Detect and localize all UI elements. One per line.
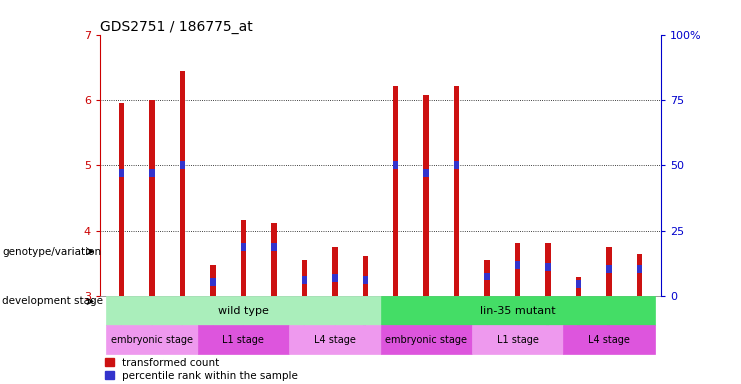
Bar [119,169,124,177]
Bar [424,95,429,296]
Bar [149,169,155,177]
Bar [381,325,472,354]
Bar [576,280,582,288]
Bar [637,254,642,296]
Bar [179,161,185,169]
Bar [381,296,655,325]
Bar [454,161,459,169]
Bar [393,86,399,296]
Bar [393,161,399,169]
Bar [198,325,289,354]
Bar [179,71,185,296]
Bar [302,276,307,284]
Text: GDS2751 / 186775_at: GDS2751 / 186775_at [100,20,253,33]
Bar [545,263,551,271]
Bar [606,247,612,296]
Bar [332,247,337,296]
Bar [485,260,490,296]
Bar [210,278,216,286]
Bar [271,223,276,296]
Bar [210,265,216,296]
Bar [515,261,520,269]
Bar [119,103,124,296]
Bar [106,325,198,354]
Bar [576,276,582,296]
Bar [302,260,307,296]
Bar [563,325,655,354]
Bar [485,273,490,280]
Text: L4 stage: L4 stage [314,334,356,344]
Bar [241,243,246,251]
Legend: transformed count, percentile rank within the sample: transformed count, percentile rank withi… [105,358,298,381]
Bar [271,243,276,251]
Bar [515,243,520,296]
Bar [362,256,368,296]
Bar [545,243,551,296]
Text: embryonic stage: embryonic stage [111,334,193,344]
Bar [241,220,246,296]
Bar [332,274,337,282]
Bar [362,276,368,284]
Text: embryonic stage: embryonic stage [385,334,468,344]
Text: L4 stage: L4 stage [588,334,630,344]
Bar [106,296,381,325]
Bar [424,169,429,177]
Text: L1 stage: L1 stage [496,334,539,344]
Bar [454,86,459,296]
Text: wild type: wild type [218,306,269,316]
Text: L1 stage: L1 stage [222,334,265,344]
Bar [289,325,381,354]
Bar [149,100,155,296]
Bar [472,325,563,354]
Text: genotype/variation: genotype/variation [2,247,102,257]
Text: lin-35 mutant: lin-35 mutant [480,306,556,316]
Bar [606,265,612,273]
Bar [637,265,642,273]
Text: development stage: development stage [2,296,103,306]
